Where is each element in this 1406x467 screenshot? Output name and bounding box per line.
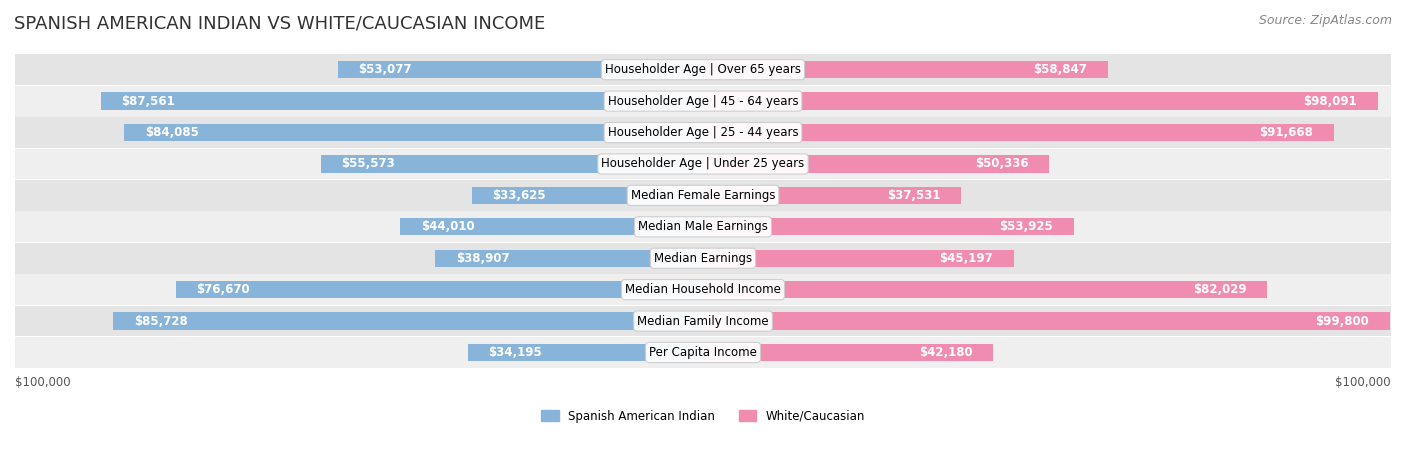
Bar [114, 312, 703, 330]
Bar [703, 312, 1389, 330]
Bar [703, 187, 962, 204]
Text: $100,000: $100,000 [1336, 376, 1391, 389]
Text: $99,800: $99,800 [1315, 315, 1369, 327]
Bar [703, 61, 1108, 78]
Text: $42,180: $42,180 [920, 346, 973, 359]
Text: Median Family Income: Median Family Income [637, 315, 769, 327]
Text: $100,000: $100,000 [15, 376, 70, 389]
Text: $33,625: $33,625 [492, 189, 546, 202]
Bar [15, 149, 1391, 179]
Bar [15, 86, 1391, 116]
Text: $76,670: $76,670 [197, 283, 250, 296]
Text: $44,010: $44,010 [420, 220, 474, 234]
Bar [15, 180, 1391, 211]
Bar [337, 61, 703, 78]
Bar [176, 281, 703, 298]
Text: $91,668: $91,668 [1260, 126, 1313, 139]
Text: $37,531: $37,531 [887, 189, 941, 202]
Text: $45,197: $45,197 [939, 252, 993, 265]
Text: Householder Age | Under 25 years: Householder Age | Under 25 years [602, 157, 804, 170]
Bar [15, 274, 1391, 305]
Bar [125, 124, 703, 141]
Text: Median Male Earnings: Median Male Earnings [638, 220, 768, 234]
Text: Householder Age | Over 65 years: Householder Age | Over 65 years [605, 63, 801, 76]
Bar [15, 212, 1391, 242]
Bar [401, 218, 703, 235]
Text: $34,195: $34,195 [488, 346, 543, 359]
Bar [703, 92, 1378, 110]
Bar [703, 124, 1334, 141]
Text: $53,925: $53,925 [1000, 220, 1053, 234]
Text: Householder Age | 25 - 44 years: Householder Age | 25 - 44 years [607, 126, 799, 139]
Bar [15, 54, 1391, 85]
Text: $85,728: $85,728 [134, 315, 187, 327]
Bar [703, 249, 1014, 267]
Text: Per Capita Income: Per Capita Income [650, 346, 756, 359]
Text: $50,336: $50,336 [974, 157, 1029, 170]
Bar [468, 344, 703, 361]
Text: $58,847: $58,847 [1033, 63, 1087, 76]
Text: $98,091: $98,091 [1303, 95, 1357, 107]
Bar [703, 344, 993, 361]
Bar [703, 281, 1267, 298]
Text: $82,029: $82,029 [1194, 283, 1247, 296]
Bar [703, 156, 1049, 173]
Text: Median Household Income: Median Household Income [626, 283, 780, 296]
Bar [15, 117, 1391, 148]
Text: Source: ZipAtlas.com: Source: ZipAtlas.com [1258, 14, 1392, 27]
Text: $55,573: $55,573 [342, 157, 395, 170]
Text: $87,561: $87,561 [121, 95, 174, 107]
Bar [101, 92, 703, 110]
Bar [15, 306, 1391, 337]
Text: Median Earnings: Median Earnings [654, 252, 752, 265]
Text: SPANISH AMERICAN INDIAN VS WHITE/CAUCASIAN INCOME: SPANISH AMERICAN INDIAN VS WHITE/CAUCASI… [14, 14, 546, 32]
Text: Median Female Earnings: Median Female Earnings [631, 189, 775, 202]
Text: $84,085: $84,085 [145, 126, 200, 139]
Text: Householder Age | 45 - 64 years: Householder Age | 45 - 64 years [607, 95, 799, 107]
Bar [436, 249, 703, 267]
Bar [703, 218, 1074, 235]
Bar [321, 156, 703, 173]
Legend: Spanish American Indian, White/Caucasian: Spanish American Indian, White/Caucasian [536, 405, 870, 427]
Bar [15, 243, 1391, 274]
Text: $38,907: $38,907 [456, 252, 509, 265]
Bar [471, 187, 703, 204]
Bar [15, 337, 1391, 368]
Text: $53,077: $53,077 [359, 63, 412, 76]
